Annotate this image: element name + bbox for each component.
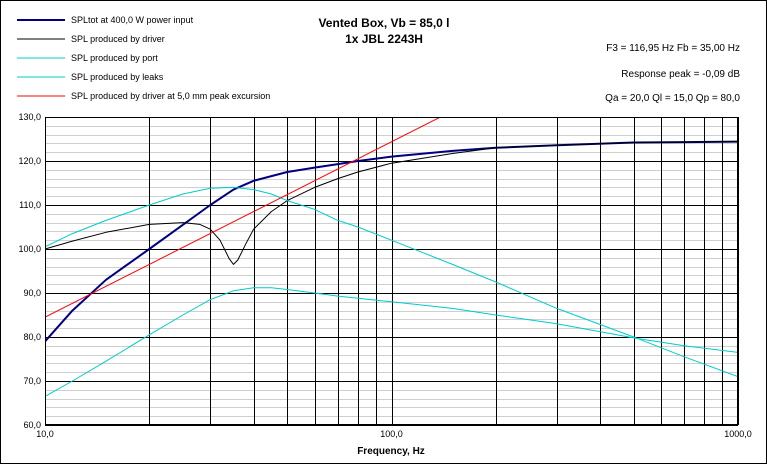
plot-area	[45, 117, 739, 426]
legend-label-1: SPLtot at 400,0 W power input	[71, 15, 194, 25]
plot-background	[45, 117, 738, 425]
x-tick-label: 1000,0	[724, 429, 752, 439]
y-tick-labels: 60,0 70,0 80,0 90,0 100,0 110,0 120,0 130,0	[18, 112, 41, 430]
series-line-4	[45, 287, 738, 397]
info-response-peak: Response peak = -0,09 dB	[621, 69, 740, 80]
y-tick-label: 90,0	[23, 288, 41, 298]
series-line-5	[45, 117, 442, 318]
grid-major-y	[45, 117, 738, 426]
x-tick-label: 100,0	[380, 429, 403, 439]
plot-border	[45, 117, 738, 425]
y-tick-label: 120,0	[18, 156, 41, 166]
x-axis-label: Frequency, Hz	[357, 446, 425, 457]
series-line-2	[45, 141, 738, 265]
series-layer	[45, 117, 738, 397]
y-tick-label: 70,0	[23, 376, 41, 386]
x-tick-label: 10,0	[36, 429, 54, 439]
y-tick-label: 130,0	[18, 112, 41, 122]
x-tick-labels: 10,0 100,0 1000,0	[36, 429, 752, 439]
y-tick-label: 100,0	[18, 244, 41, 254]
y-tick-label: 110,0	[19, 200, 41, 210]
y-tick-label: 80,0	[23, 332, 41, 342]
info-q-values: Qa = 20,0 Ql = 15,0 Qp = 80,0	[605, 93, 740, 104]
y-tick-label: 60,0	[23, 420, 41, 430]
legend-label-3: SPL produced by port	[71, 53, 158, 63]
legend-label-2: SPL produced by driver	[71, 34, 165, 44]
legend: SPLtot at 400,0 W power input SPL produce…	[17, 15, 270, 101]
info-f3-fb: F3 = 116,95 Hz Fb = 35,00 Hz	[606, 43, 740, 54]
legend-label-4: SPL produced by leaks	[71, 72, 164, 82]
chart-title: Vented Box, Vb = 85,0 l	[318, 16, 449, 30]
legend-label-5: SPL produced by driver at 5,0 mm peak ex…	[71, 91, 270, 101]
series-line-3	[45, 186, 738, 378]
chart-subtitle: 1x JBL 2243H	[345, 32, 423, 46]
